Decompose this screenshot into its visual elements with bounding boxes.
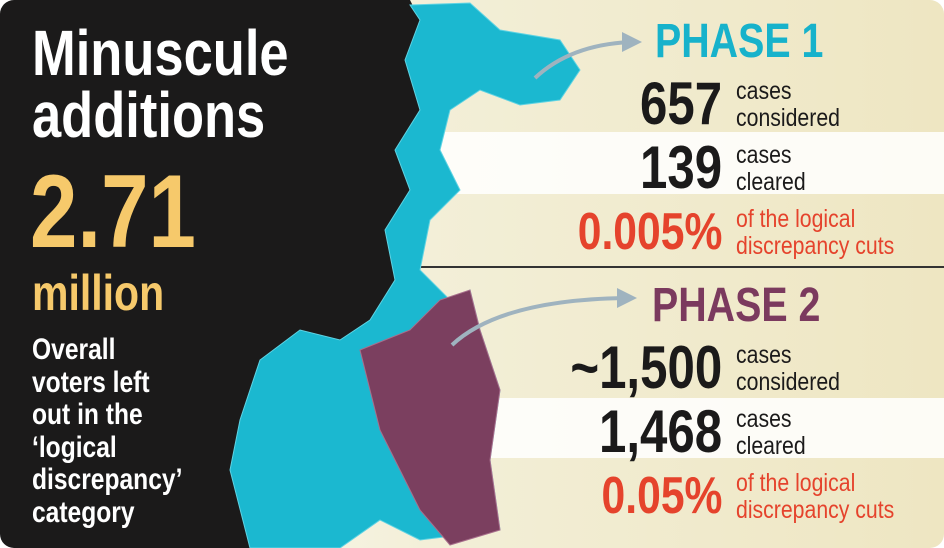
row-text: of the logical — [736, 469, 856, 497]
map-region-phase2 — [359, 289, 501, 546]
arrow-head — [617, 288, 637, 308]
row-value: 1,468 — [598, 398, 722, 465]
row-text: cases — [736, 77, 792, 105]
arrow — [450, 296, 626, 347]
divider — [420, 266, 944, 268]
description-line: voters left — [32, 365, 150, 399]
row-text: cases — [736, 141, 792, 169]
description-line: out in the — [32, 398, 143, 431]
row-value: 657 — [639, 70, 722, 137]
row-text: discrepancy cuts — [736, 496, 895, 524]
title: Minuscule additions — [32, 17, 289, 151]
description-line: category — [32, 495, 135, 529]
row-text: discrepancy cuts — [736, 232, 895, 260]
row-text: cases — [736, 405, 792, 433]
stripe — [420, 132, 944, 194]
row-value: 139 — [639, 134, 722, 201]
row-text: of the logical — [736, 205, 856, 233]
description-line: ‘logical — [32, 430, 117, 464]
row-text: cleared — [736, 168, 806, 196]
stripe — [420, 398, 944, 458]
row-text: considered — [736, 368, 840, 396]
arrow-head — [622, 32, 642, 52]
description: Overall voters left out in the ‘logical … — [32, 333, 183, 529]
row-value: ~1,500 — [570, 334, 722, 401]
row-text: cleared — [736, 432, 806, 460]
unit: million — [32, 265, 165, 321]
row-text: considered — [736, 104, 840, 132]
big-number: 2.71 — [30, 154, 196, 270]
row-value: 0.05% — [601, 467, 722, 525]
description-line: discrepancy’ — [32, 463, 183, 496]
left-panel — [0, 0, 420, 548]
row-text: cases — [736, 341, 792, 369]
row-value: 0.005% — [577, 203, 722, 261]
title-line: Minuscule — [32, 17, 289, 89]
description-line: Overall — [32, 333, 116, 366]
arrow — [533, 40, 631, 80]
phase-title: PHASE 2 — [652, 279, 821, 332]
title-line: additions — [32, 79, 266, 151]
phase-title: PHASE 1 — [655, 15, 824, 68]
